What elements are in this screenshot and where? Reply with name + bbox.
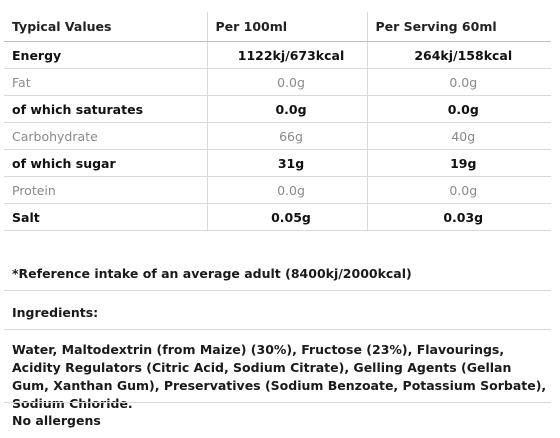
table-row: Protein 0.0g 0.0g bbox=[4, 176, 551, 204]
row-per-serving: 19g bbox=[367, 149, 551, 177]
divider bbox=[4, 329, 551, 330]
row-per-100ml: 31g bbox=[207, 149, 368, 177]
row-per-100ml: 66g bbox=[207, 122, 368, 150]
reference-intake-footnote: *Reference intake of an average adult (8… bbox=[12, 266, 412, 281]
ingredients-text: Water, Maltodextrin (from Maize) (30%), … bbox=[12, 342, 547, 411]
divider bbox=[4, 290, 551, 291]
table-row: of which sugar 31g 19g bbox=[4, 149, 551, 177]
table-row: Salt 0.05g 0.03g bbox=[4, 203, 551, 231]
row-label: Carbohydrate bbox=[4, 122, 208, 150]
nutrition-table: Typical Values Per 100ml Per Serving 60m… bbox=[4, 12, 551, 231]
row-label: of which saturates bbox=[4, 95, 208, 123]
row-per-serving: 0.0g bbox=[367, 95, 551, 123]
row-per-100ml: 1122kj/673kcal bbox=[207, 41, 368, 69]
table-header-row: Typical Values Per 100ml Per Serving 60m… bbox=[4, 12, 551, 42]
row-per-serving: 0.0g bbox=[367, 176, 551, 204]
row-per-serving: 264kj/158kcal bbox=[367, 41, 551, 69]
row-per-serving: 0.03g bbox=[367, 203, 551, 231]
row-label: of which sugar bbox=[4, 149, 208, 177]
row-label: Fat bbox=[4, 68, 208, 96]
table-row: Energy 1122kj/673kcal 264kj/158kcal bbox=[4, 41, 551, 69]
row-per-100ml: 0.0g bbox=[207, 95, 368, 123]
table-row: Fat 0.0g 0.0g bbox=[4, 68, 551, 96]
row-per-serving: 40g bbox=[367, 122, 551, 150]
row-per-serving: 0.0g bbox=[367, 68, 551, 96]
ingredients-title: Ingredients: bbox=[12, 305, 99, 320]
row-per-100ml: 0.0g bbox=[207, 176, 368, 204]
row-label: Salt bbox=[4, 203, 208, 231]
header-typical-values: Typical Values bbox=[4, 12, 208, 42]
row-label: Energy bbox=[4, 41, 208, 69]
divider bbox=[4, 402, 551, 403]
header-per-100ml: Per 100ml bbox=[207, 12, 368, 42]
row-per-100ml: 0.05g bbox=[207, 203, 368, 231]
header-per-serving: Per Serving 60ml bbox=[367, 12, 551, 42]
table-row: Carbohydrate 66g 40g bbox=[4, 122, 551, 150]
row-label: Protein bbox=[4, 176, 208, 204]
table-row: of which saturates 0.0g 0.0g bbox=[4, 95, 551, 123]
allergens-note: No allergens bbox=[12, 413, 101, 428]
row-per-100ml: 0.0g bbox=[207, 68, 368, 96]
